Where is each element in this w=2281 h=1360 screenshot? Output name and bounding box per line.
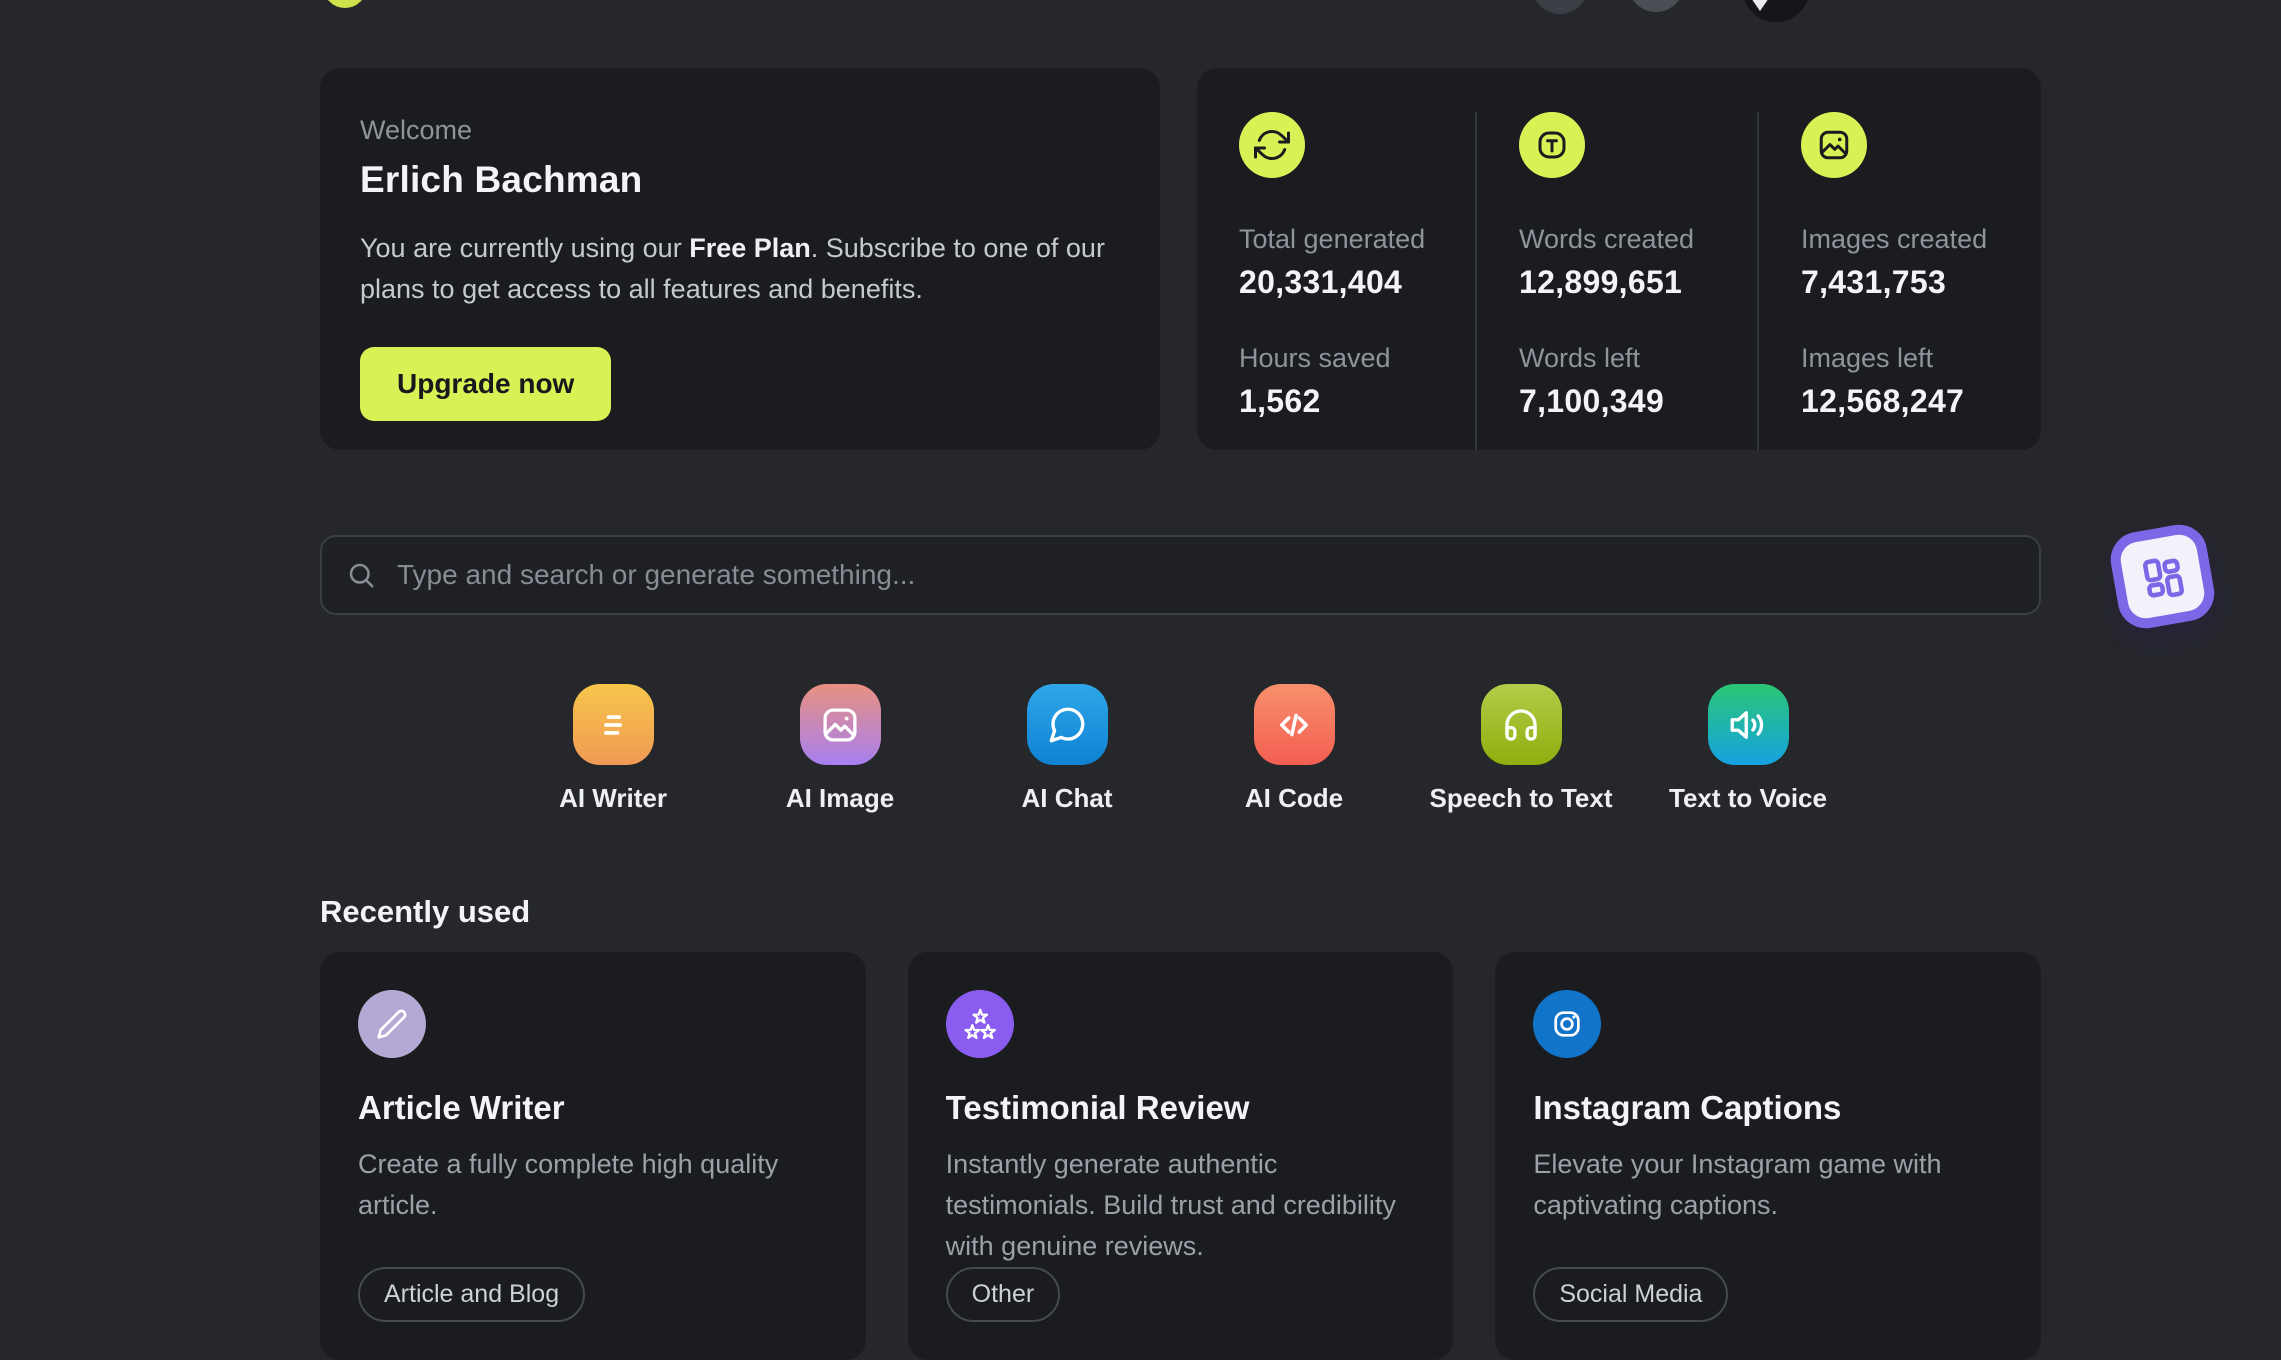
category-tag: Social Media bbox=[1533, 1267, 1729, 1322]
stat-label: Images left bbox=[1801, 343, 1934, 373]
image-icon bbox=[1801, 112, 1867, 178]
stats-card: Total generated 20,331,404 Hours saved 1… bbox=[1197, 68, 2041, 450]
header-circle-button-2[interactable] bbox=[1628, 0, 1684, 12]
recent-card-testimonial-review[interactable]: Testimonial Review Instantly generate au… bbox=[907, 952, 1454, 1360]
category-tag: Other bbox=[945, 1267, 1061, 1322]
grid-apps-icon bbox=[2132, 546, 2192, 606]
user-avatar[interactable] bbox=[1742, 0, 1810, 22]
recent-card-title: Testimonial Review bbox=[945, 1089, 1250, 1126]
stat-value: 1,562 bbox=[1239, 383, 1321, 419]
header-circle-button-1[interactable] bbox=[1532, 0, 1588, 14]
plan-name: Free Plan bbox=[689, 233, 811, 263]
search-icon bbox=[346, 560, 376, 590]
plan-message-prefix: You are currently using our bbox=[360, 233, 690, 263]
overview-row: Welcome Erlich Bachman You are currently… bbox=[320, 68, 2041, 450]
tool-label: Speech to Text bbox=[1429, 783, 1613, 813]
image-icon bbox=[799, 684, 881, 765]
headphones-icon bbox=[1480, 684, 1562, 765]
tool-ai-chat[interactable]: AI Chat bbox=[954, 684, 1181, 814]
recent-card-title: Article Writer bbox=[358, 1089, 565, 1126]
sync-icon bbox=[1239, 112, 1305, 178]
stat-column-total-generated: Total generated 20,331,404 Hours saved 1… bbox=[1197, 112, 1475, 450]
tool-label: Text to Voice bbox=[1669, 783, 1827, 813]
tool-speech-to-text[interactable]: Speech to Text bbox=[1408, 684, 1635, 814]
apps-widget-button[interactable] bbox=[2106, 520, 2219, 633]
tool-label: AI Chat bbox=[1021, 783, 1113, 813]
stat-column-images: Images created 7,431,753 Images left 12,… bbox=[1757, 112, 2041, 450]
tool-label: AI Writer bbox=[559, 783, 667, 813]
recently-used-heading: Recently used bbox=[320, 894, 531, 929]
avatar-photo-detail bbox=[1751, 0, 1769, 11]
recent-card-description: Elevate your Instagram game with captiva… bbox=[1533, 1149, 1942, 1220]
stat-label: Hours saved bbox=[1239, 343, 1391, 373]
text-icon bbox=[1519, 112, 1585, 178]
stat-value: 20,331,404 bbox=[1239, 264, 1403, 300]
welcome-card: Welcome Erlich Bachman You are currently… bbox=[320, 68, 1160, 450]
tool-label: AI Image bbox=[785, 783, 895, 813]
plan-message: You are currently using our Free Plan. S… bbox=[360, 228, 1120, 310]
user-name: Erlich Bachman bbox=[360, 159, 643, 200]
category-tag: Article and Blog bbox=[358, 1267, 586, 1322]
tool-label: AI Code bbox=[1244, 783, 1344, 813]
recent-card-title: Instagram Captions bbox=[1533, 1089, 1842, 1126]
stat-value: 7,100,349 bbox=[1519, 383, 1665, 419]
stat-label: Words created bbox=[1519, 224, 1695, 254]
tools-row: AI Writer AI Image AI Chat AI Code Speec… bbox=[320, 684, 2041, 814]
welcome-eyebrow: Welcome bbox=[360, 115, 473, 145]
stat-value: 12,899,651 bbox=[1519, 264, 1683, 300]
stat-label: Total generated bbox=[1239, 224, 1426, 254]
search-input[interactable] bbox=[395, 558, 2015, 592]
brand-logo-partial bbox=[323, 0, 367, 8]
search-bar[interactable] bbox=[320, 535, 2041, 615]
instagram-icon bbox=[1533, 990, 1602, 1058]
upgrade-button[interactable]: Upgrade now bbox=[360, 347, 612, 421]
recent-cards-row: Article Writer Create a fully complete h… bbox=[320, 952, 2041, 1360]
stat-value: 7,431,753 bbox=[1801, 264, 1947, 300]
stat-label: Images created bbox=[1801, 224, 1988, 254]
plan-message-suffix: . Subscribe to one of our plans to get a… bbox=[360, 233, 1105, 304]
recent-card-description: Instantly generate authentic testimonial… bbox=[945, 1149, 1396, 1261]
chat-bubble-icon bbox=[1026, 684, 1108, 765]
code-icon bbox=[1253, 684, 1335, 765]
recent-card-instagram-captions[interactable]: Instagram Captions Elevate your Instagra… bbox=[1495, 952, 2041, 1360]
text-lines-icon bbox=[572, 684, 654, 765]
speaker-icon bbox=[1707, 684, 1789, 765]
tool-ai-writer[interactable]: AI Writer bbox=[500, 684, 727, 814]
stat-value: 12,568,247 bbox=[1801, 383, 1965, 419]
stat-label: Words left bbox=[1519, 343, 1641, 373]
stat-column-words: Words created 12,899,651 Words left 7,10… bbox=[1475, 112, 1757, 450]
pencil-icon bbox=[358, 990, 426, 1058]
tool-ai-code[interactable]: AI Code bbox=[1181, 684, 1408, 814]
recent-card-article-writer[interactable]: Article Writer Create a fully complete h… bbox=[320, 952, 866, 1360]
tool-text-to-voice[interactable]: Text to Voice bbox=[1635, 684, 1862, 814]
recent-card-description: Create a fully complete high quality art… bbox=[358, 1149, 779, 1220]
tool-ai-image[interactable]: AI Image bbox=[727, 684, 954, 814]
stars-icon bbox=[945, 990, 1014, 1058]
